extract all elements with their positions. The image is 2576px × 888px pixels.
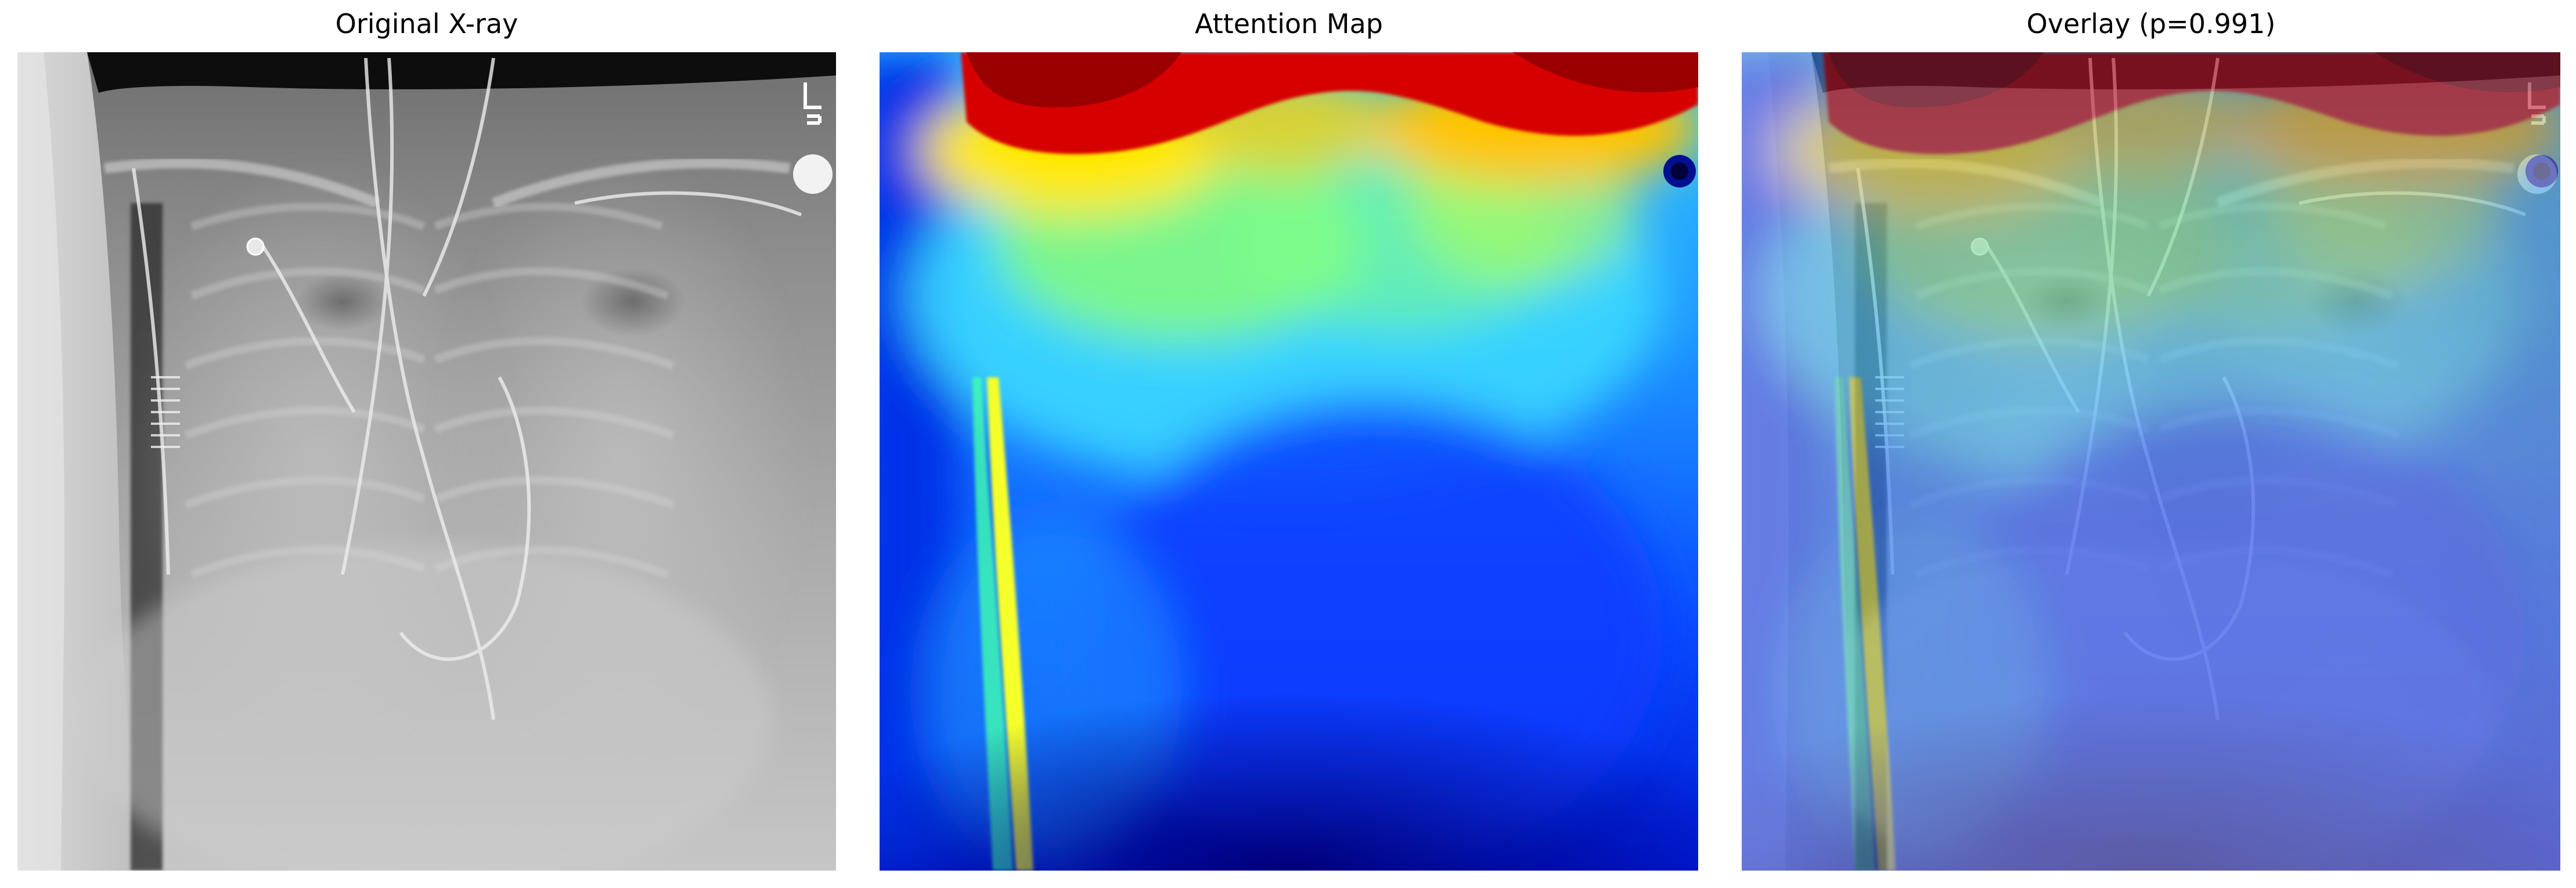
panel-title: Attention Map — [1195, 8, 1383, 39]
overlay-image — [1742, 52, 2560, 871]
panel-overlay: Overlay (p=0.991) — [1742, 0, 2560, 888]
panel-title: Overlay (p=0.991) — [2026, 8, 2276, 39]
panel-title: Original X-ray — [335, 8, 518, 39]
panel-original-xray: Original X-ray — [17, 0, 836, 888]
attention-heatmap-image — [880, 52, 1698, 871]
xray-image — [17, 52, 836, 871]
panel-attention-map: Attention Map — [880, 0, 1698, 888]
